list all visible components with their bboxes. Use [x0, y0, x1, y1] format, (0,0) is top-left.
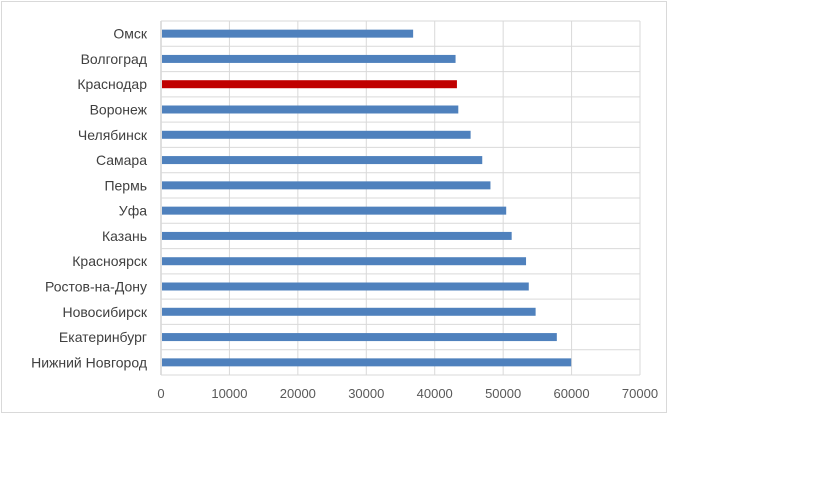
x-tick-label: 70000 — [622, 386, 658, 401]
bar — [162, 333, 557, 342]
bar — [162, 181, 491, 190]
x-tick-label: 50000 — [485, 386, 521, 401]
category-label: Волгоград — [81, 51, 147, 67]
category-label: Нижний Новгород — [31, 354, 147, 370]
bar — [162, 54, 456, 63]
category-label: Краснодар — [77, 76, 147, 92]
bar — [162, 105, 459, 114]
bar — [162, 231, 512, 240]
category-label: Челябинск — [78, 127, 148, 143]
x-tick-label: 40000 — [417, 386, 453, 401]
category-label: Красноярск — [72, 253, 148, 269]
bar — [162, 282, 529, 291]
category-label: Екатеринбург — [59, 329, 147, 345]
category-label: Самара — [96, 152, 147, 168]
category-label: Уфа — [119, 203, 147, 219]
bar — [162, 257, 527, 266]
x-tick-label: 30000 — [348, 386, 384, 401]
bar — [162, 29, 414, 38]
bar — [162, 156, 483, 165]
bar — [162, 206, 507, 215]
bar-chart: 0 10000 20000 30000 40000 50000 60000 70000 Омск… — [31, 20, 658, 401]
x-tick-label: 20000 — [280, 386, 316, 401]
x-tick-label: 0 — [157, 386, 164, 401]
category-label: Воронеж — [90, 102, 148, 118]
bar — [162, 358, 572, 367]
category-label: Казань — [102, 228, 147, 244]
chart-frame: 0 10000 20000 30000 40000 50000 60000 70000 Омск… — [1, 1, 667, 413]
x-tick-label: 10000 — [211, 386, 247, 401]
category-label: Новосибирск — [62, 304, 147, 320]
category-label: Ростов-на-Дону — [45, 279, 147, 295]
bar — [162, 80, 457, 89]
bar — [162, 130, 471, 139]
bar — [162, 307, 536, 316]
category-label: Омск — [113, 26, 148, 42]
category-label: Пермь — [104, 177, 147, 193]
x-tick-label: 60000 — [553, 386, 589, 401]
